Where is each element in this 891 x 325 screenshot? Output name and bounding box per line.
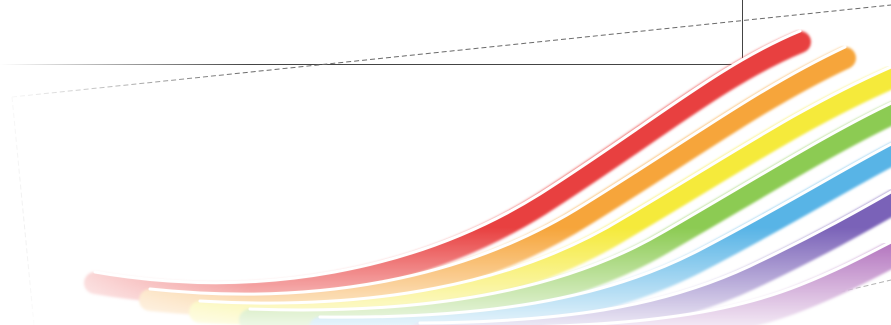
- rainbow-card-illustration: [0, 0, 891, 325]
- bottom-fade-overlay: [0, 0, 891, 325]
